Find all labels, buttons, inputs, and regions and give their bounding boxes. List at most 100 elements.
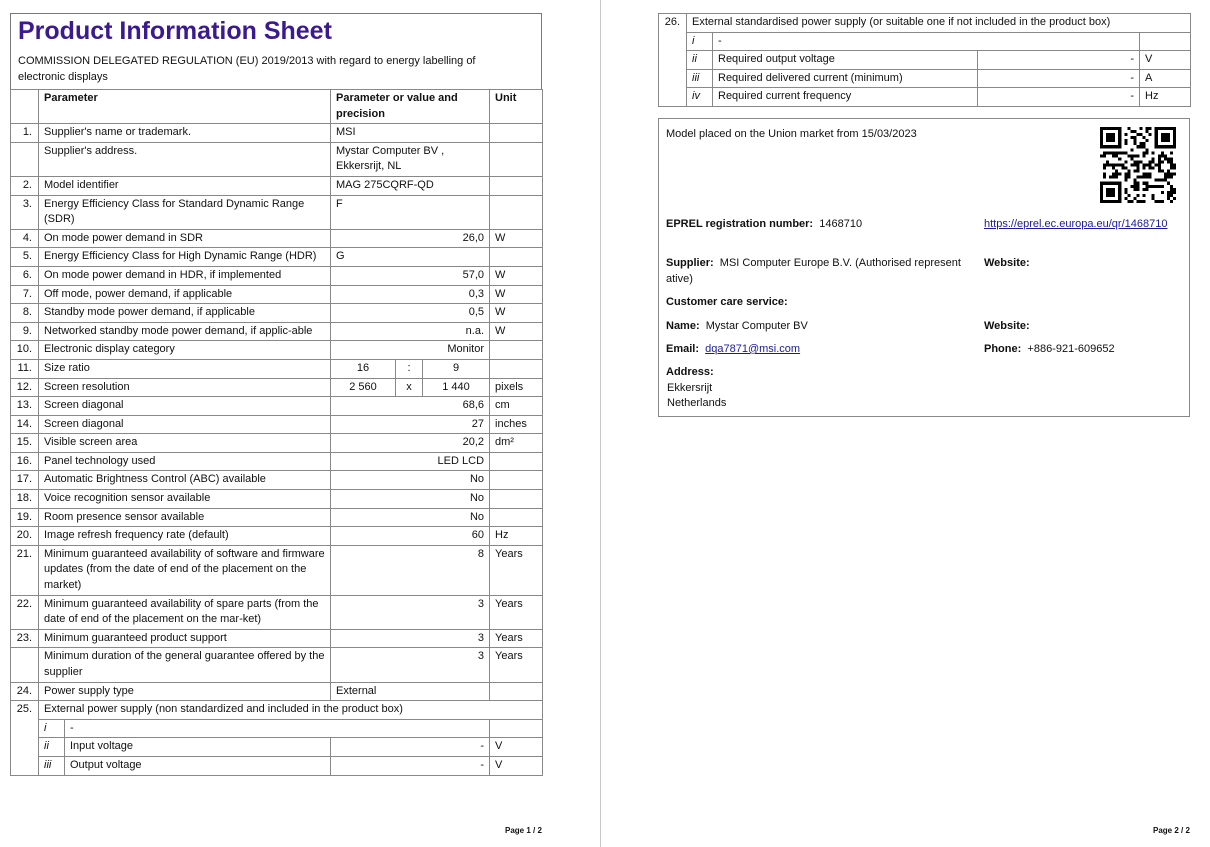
sub-value: -	[330, 737, 491, 757]
row-number: 14.	[10, 414, 39, 435]
parameter-value: 27	[330, 414, 491, 435]
eprel-number: 1468710	[819, 218, 863, 230]
table-row: 25. External power supply (non standardiz…	[10, 700, 544, 776]
row-number: 15.	[10, 433, 39, 453]
parameter-name: Minimum duration of the general guarante…	[37, 647, 332, 683]
parameter-name: Standby mode power demand, if applicable	[37, 303, 332, 323]
unit: pixels	[489, 377, 544, 398]
parameter-name: Automatic Brightness Control (ABC) avail…	[37, 470, 332, 491]
row-number	[10, 647, 39, 683]
unit	[489, 451, 544, 472]
row-number: 25.	[10, 700, 39, 776]
sub-value: -	[977, 87, 1140, 107]
unit	[489, 175, 544, 196]
table-row: 18. Voice recognition sensor available No	[10, 489, 544, 509]
unit	[489, 194, 544, 230]
sub-value: -	[977, 50, 1140, 70]
unit: W	[489, 303, 544, 323]
parameter-value: LED LCD	[330, 451, 491, 472]
table-row: 21. Minimum guaranteed availability of so…	[10, 544, 544, 596]
table-row: 22. Minimum guaranteed availability of sp…	[10, 594, 544, 630]
parameter-name: Off mode, power demand, if applicable	[37, 284, 332, 305]
unit	[489, 247, 544, 267]
table-row: 12. Screen resolution 2 560 x 1 440 pixels	[10, 377, 544, 398]
sub-index: iii	[38, 755, 65, 776]
unit: inches	[489, 414, 544, 435]
table-row: 5. Energy Efficiency Class for High Dynam…	[10, 247, 544, 267]
unit	[489, 123, 544, 143]
sub-value: -	[977, 68, 1140, 89]
parameter-value: 0,5	[330, 303, 491, 323]
row-number: 9.	[10, 321, 39, 342]
table-row: 4. On mode power demand in SDR 26,0 W	[10, 228, 544, 249]
parameter-value: Monitor	[330, 340, 491, 360]
unit	[489, 681, 544, 702]
row-number: 6.	[10, 265, 39, 286]
parameter-name: On mode power demand in HDR, if implemen…	[37, 265, 332, 286]
sub-parameter: -	[712, 31, 1140, 52]
table-row: 8. Standby mode power demand, if applicab…	[10, 303, 544, 323]
qr-code[interactable]	[1100, 127, 1176, 203]
row-number: 16.	[10, 451, 39, 472]
row-number: 17.	[10, 470, 39, 491]
phone-value: +886-921-609652	[1027, 343, 1115, 355]
unit: dm²	[489, 433, 544, 453]
unit	[489, 358, 544, 379]
parameter-name: Minimum guaranteed availability of softw…	[37, 544, 332, 596]
parameter-value: 26,0	[330, 228, 491, 249]
unit: W	[489, 284, 544, 305]
email-link[interactable]: dqa7871@msi.com	[705, 343, 801, 355]
registration-info-box: Model placed on the Union market from 15…	[658, 118, 1190, 417]
table-row: iii Required delivered current (minimum) -…	[659, 68, 1191, 89]
parameter-name: Screen diagonal	[37, 414, 332, 435]
table-row: 19. Room presence sensor available No	[10, 507, 544, 528]
parameter-name: Energy Efficiency Class for Standard Dyn…	[37, 194, 332, 230]
sub-index: iv	[686, 87, 713, 107]
page-number: Page 1 / 2	[505, 826, 542, 835]
parameter-name: On mode power demand in SDR	[37, 228, 332, 249]
page-number: Page 2 / 2	[1153, 826, 1190, 835]
value-part: 16	[330, 358, 397, 379]
row-number: 2.	[10, 175, 39, 196]
sub-parameter: -	[63, 718, 491, 739]
parameter-name: Size ratio	[37, 358, 332, 379]
sub-index: i	[38, 718, 65, 739]
sub-index: ii	[686, 50, 713, 70]
parameter-name: Supplier's name or trademark.	[37, 123, 332, 143]
unit: Hz	[489, 526, 544, 546]
table-row: 3. Energy Efficiency Class for Standard D…	[10, 194, 544, 230]
parameter-name: Energy Efficiency Class for High Dynamic…	[37, 247, 332, 267]
table-row: ii Input voltage - V	[11, 737, 544, 757]
unit	[489, 507, 544, 528]
supplier-label: Supplier:	[666, 257, 714, 269]
phone-label: Phone:	[984, 343, 1022, 355]
table-row: Supplier's address. Mystar Computer BV , …	[10, 141, 544, 177]
row-number: 10.	[10, 340, 39, 360]
product-info-table: Parameter Parameter or value and precisi…	[10, 88, 544, 776]
parameter-value: 3	[330, 628, 491, 649]
parameter-value: 68,6	[330, 396, 491, 416]
sub-parameter: Output voltage	[63, 755, 332, 776]
unit: Years	[489, 594, 544, 630]
parameter-name: Model identifier	[37, 175, 332, 196]
table-row: iii Output voltage - V	[11, 755, 544, 776]
parameter-name: Power supply type	[37, 681, 332, 702]
supplier-value: MSI Computer Europe B.V. (Authorised rep…	[666, 257, 961, 285]
parameter-name: Minimum guaranteed availability of spare…	[37, 594, 332, 630]
parameter-name: Screen diagonal	[37, 396, 332, 416]
table-row: 10. Electronic display category Monitor	[10, 340, 544, 360]
row-number: 4.	[10, 228, 39, 249]
sub-index: i	[686, 31, 713, 52]
value-separator: :	[395, 358, 424, 379]
parameter-name: Room presence sensor available	[37, 507, 332, 528]
row-number: 7.	[10, 284, 39, 305]
unit: V	[1139, 50, 1191, 70]
parameter-name: Visible screen area	[37, 433, 332, 453]
parameter-value: No	[330, 489, 491, 509]
section-title: External standardised power supply (or s…	[686, 13, 1191, 33]
header-unit: Unit	[489, 88, 544, 125]
eprel-link[interactable]: https://eprel.ec.europa.eu/qr/1468710	[984, 218, 1168, 230]
value-part: 1 440	[422, 377, 491, 398]
unit: V	[489, 755, 544, 776]
row-number: 11.	[10, 358, 39, 379]
